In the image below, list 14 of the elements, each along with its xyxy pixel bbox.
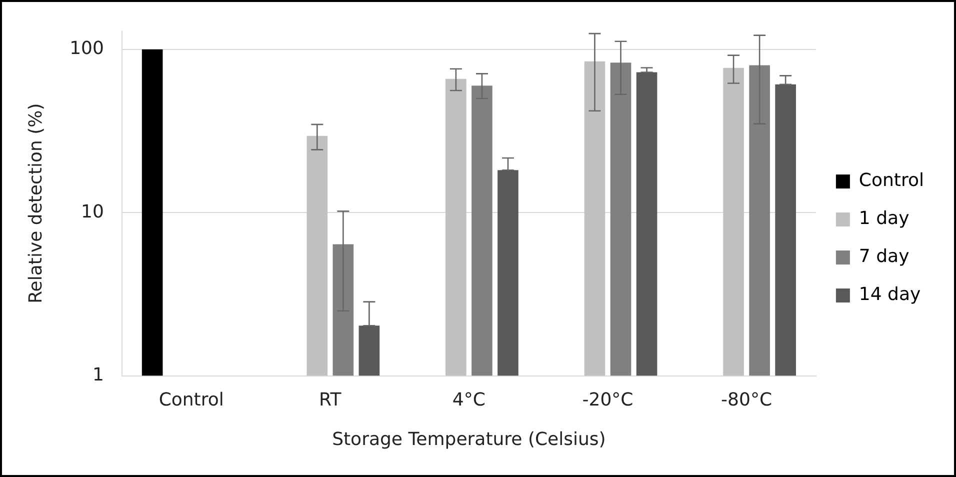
- legend-label: 14 day: [858, 284, 922, 306]
- x-tick-label: Control: [158, 389, 224, 410]
- legend-label: 7 day: [858, 246, 910, 268]
- x-tick-label: -80°C: [721, 389, 772, 410]
- legend-label: Control: [858, 170, 924, 192]
- x-tick-label: 4°C: [452, 389, 486, 410]
- x-tick-label: -20°C: [582, 389, 634, 410]
- x-tick-label: RT: [319, 389, 342, 410]
- y-tick-label: 100: [70, 38, 104, 60]
- x-axis-title: Storage Temperature (Celsius): [332, 428, 606, 450]
- legend-label: 1 day: [858, 208, 910, 230]
- y-tick-label: 10: [81, 201, 104, 222]
- y-axis-title: Relative detection (%): [25, 103, 46, 304]
- y-tick-label: 1: [92, 364, 104, 386]
